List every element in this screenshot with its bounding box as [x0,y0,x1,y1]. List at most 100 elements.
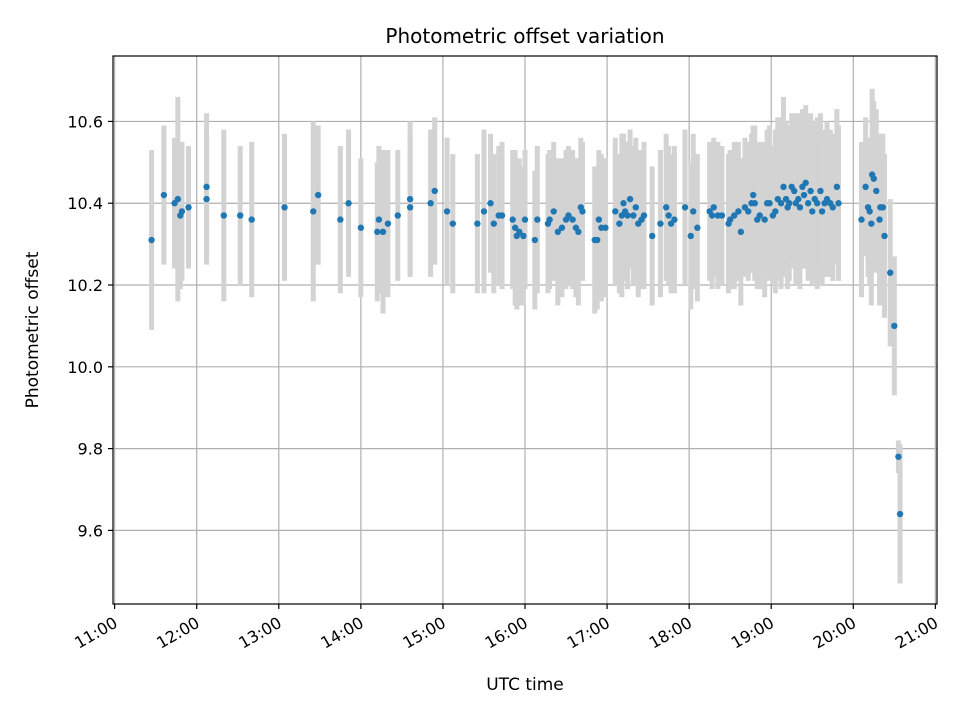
chart-title: Photometric offset variation [385,24,664,48]
y-tick-label: 10.6 [67,112,103,131]
data-point [751,200,759,207]
data-point [565,212,572,219]
data-point [829,204,836,211]
data-point [314,191,322,199]
data-point [520,232,527,240]
data-point [569,216,576,223]
data-point [626,195,634,203]
data-point [384,220,392,227]
data-point [509,216,516,223]
y-tick-label: 10.0 [67,358,103,377]
data-point [379,228,387,236]
data-point [594,236,601,244]
data-point [710,204,717,211]
data-point [406,195,414,203]
data-point [790,187,798,195]
data-point [690,208,697,215]
data-point [185,204,192,211]
data-point [558,224,566,231]
data-point [490,220,498,227]
y-tick-label: 9.6 [78,521,103,540]
data-point [833,183,841,191]
data-point [480,208,488,215]
data-point [174,195,182,203]
data-point [203,195,210,203]
data-point [796,204,804,211]
data-point [795,195,802,203]
data-point [575,228,582,236]
data-point [862,183,869,191]
data-point [345,200,352,207]
data-point [809,208,816,215]
data-point [761,216,768,223]
data-point [220,212,227,219]
data-point [665,212,672,219]
data-point [337,216,344,223]
data-point [498,212,506,219]
data-point [649,232,656,240]
data-point [777,200,785,207]
data-point [394,212,401,219]
data-point [579,208,586,215]
data-point [818,208,826,215]
data-point [632,204,639,211]
data-point [374,228,381,236]
data-point [756,212,763,219]
data-point [873,187,880,195]
data-point [178,208,186,215]
data-point [662,204,670,211]
data-point [443,208,451,215]
data-point [804,200,812,207]
data-point [671,216,678,223]
y-tick-label: 10.4 [67,194,103,213]
data-point [813,200,821,207]
data-point [487,200,494,207]
data-point [281,204,288,211]
data-point [406,204,414,211]
data-point [687,232,694,240]
data-point [694,224,701,231]
data-point [737,228,745,236]
data-points [148,171,904,518]
data-point [895,453,902,460]
data-point [310,208,317,215]
data-point [887,269,894,276]
data-point [745,208,752,215]
data-point [449,220,456,227]
y-axis-ticks: 9.6 9.8 10.0 10.2 10.4 10.6 [67,112,113,540]
data-point [870,175,878,182]
data-point [427,200,434,207]
data-point [718,212,726,219]
data-point [876,216,883,223]
y-tick-label: 9.8 [78,440,103,459]
data-point [474,220,481,227]
data-point [550,208,557,215]
data-point [800,191,808,199]
data-point [534,216,541,223]
data-point [375,216,383,223]
data-point [772,208,779,215]
data-point [708,212,716,219]
data-point [731,212,738,219]
data-point [802,179,809,186]
data-point [616,220,623,227]
data-point [766,200,773,207]
data-point [817,187,824,195]
data-point [237,212,244,219]
data-point [620,200,627,207]
data-point [786,200,793,207]
data-point [516,228,523,236]
data-point [595,216,603,223]
data-point [630,212,637,219]
data-point [726,216,734,223]
data-point [891,322,898,330]
data-point [546,216,553,223]
grid [113,56,937,604]
data-point [357,224,365,231]
data-point [554,228,562,236]
y-tick-label: 10.2 [67,276,103,295]
data-point [624,212,631,219]
data-point [612,208,619,215]
data-point [780,183,787,191]
